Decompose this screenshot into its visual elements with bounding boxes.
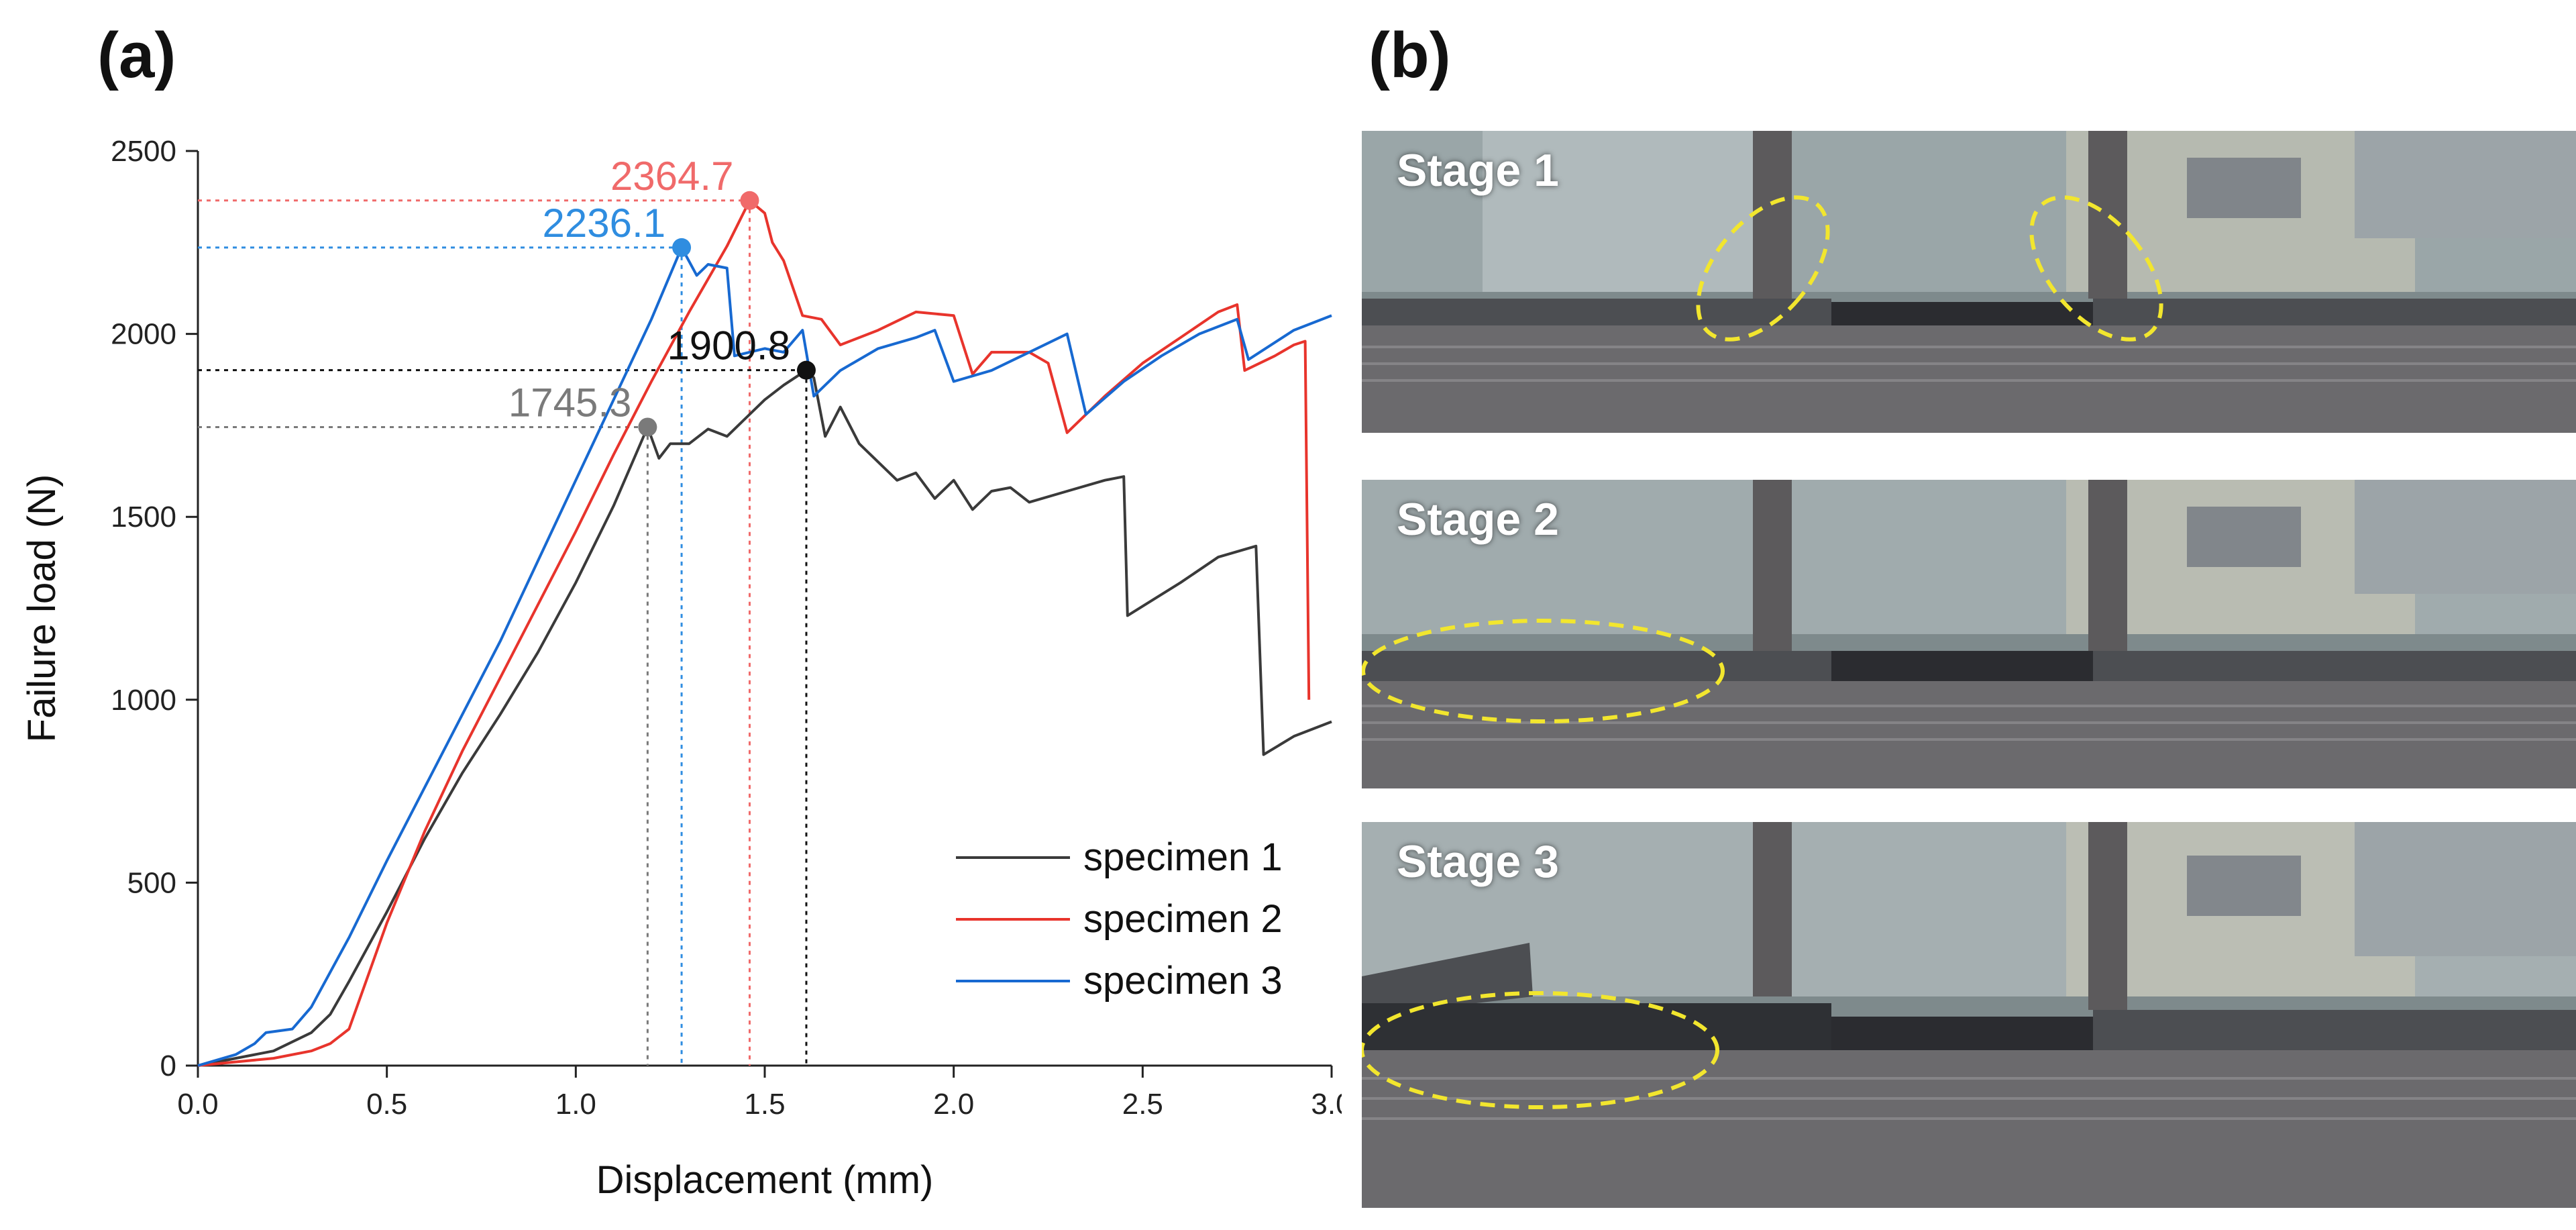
panel-b-label: (b): [1368, 19, 1451, 91]
x-tick-label: 0.0: [177, 1088, 218, 1121]
stage-3-scene: [1362, 822, 2576, 1208]
peak-value-label: 1900.8: [667, 323, 790, 368]
series-line-specimen-3: [197, 246, 1332, 1067]
series-line-specimen-2: [197, 199, 1311, 1067]
stage-3-highlight: [1362, 991, 1719, 1109]
peak-value-label: 2236.1: [543, 201, 666, 246]
stage-2-label: Stage 2: [1397, 494, 1559, 545]
stage-2-scene: [1362, 480, 2576, 788]
x-tick-label: 2.5: [1122, 1088, 1163, 1121]
stage-3-photo: Stage 3: [1362, 822, 2576, 1208]
y-tick-label: 2500: [111, 135, 176, 168]
x-tick-label: 0.5: [366, 1088, 407, 1121]
plot-area: 0.0 0.5 1.0 1.5 2.0 2.5 3.0 0 500 1000 1500 2000 250…: [20, 135, 1342, 1202]
stage-1-highlight-right: [2029, 195, 2163, 342]
stage-1-highlight-left: [1696, 195, 1830, 342]
panel-a-label: (a): [97, 19, 176, 91]
x-tick-label: 3.0: [1311, 1088, 1342, 1121]
load-displacement-chart: 0.0 0.5 1.0 1.5 2.0 2.5 3.0 0 500 1000 1500 2000 250…: [20, 135, 1342, 1202]
x-tick-label: 1.5: [744, 1088, 785, 1121]
peak-value-label: 1745.3: [508, 380, 632, 425]
stage-1-photo: Stage 1: [1362, 131, 2576, 433]
y-axis-label: Failure load (N): [20, 474, 64, 743]
stage-1-scene: [1362, 131, 2576, 433]
legend-label-specimen-1: specimen 1: [1083, 835, 1283, 879]
peak-marker: [638, 417, 657, 437]
y-tick-label: 0: [160, 1049, 176, 1082]
stage-2-photo: Stage 2: [1362, 480, 2576, 788]
legend-label-specimen-2: specimen 2: [1083, 897, 1283, 941]
y-tick-label: 1000: [111, 684, 176, 717]
y-tick-label: 500: [127, 866, 176, 899]
stage-photos-panel: Stage 1 Stage 2: [1362, 131, 2576, 1208]
peak-marker: [672, 238, 692, 257]
stage-2-highlight: [1362, 619, 1725, 723]
stage-3-label: Stage 3: [1397, 836, 1559, 887]
y-tick-label: 2000: [111, 318, 176, 351]
peak-value-label: 2364.7: [610, 154, 734, 199]
x-tick-label: 2.0: [933, 1088, 974, 1121]
y-tick-label: 1500: [111, 501, 176, 533]
peak-marker: [740, 191, 759, 210]
peak-marker: [796, 360, 816, 380]
x-tick-label: 1.0: [555, 1088, 596, 1121]
legend-label-specimen-3: specimen 3: [1083, 959, 1283, 1003]
x-axis-label: Displacement (mm): [596, 1158, 934, 1202]
stage-1-label: Stage 1: [1397, 145, 1559, 196]
